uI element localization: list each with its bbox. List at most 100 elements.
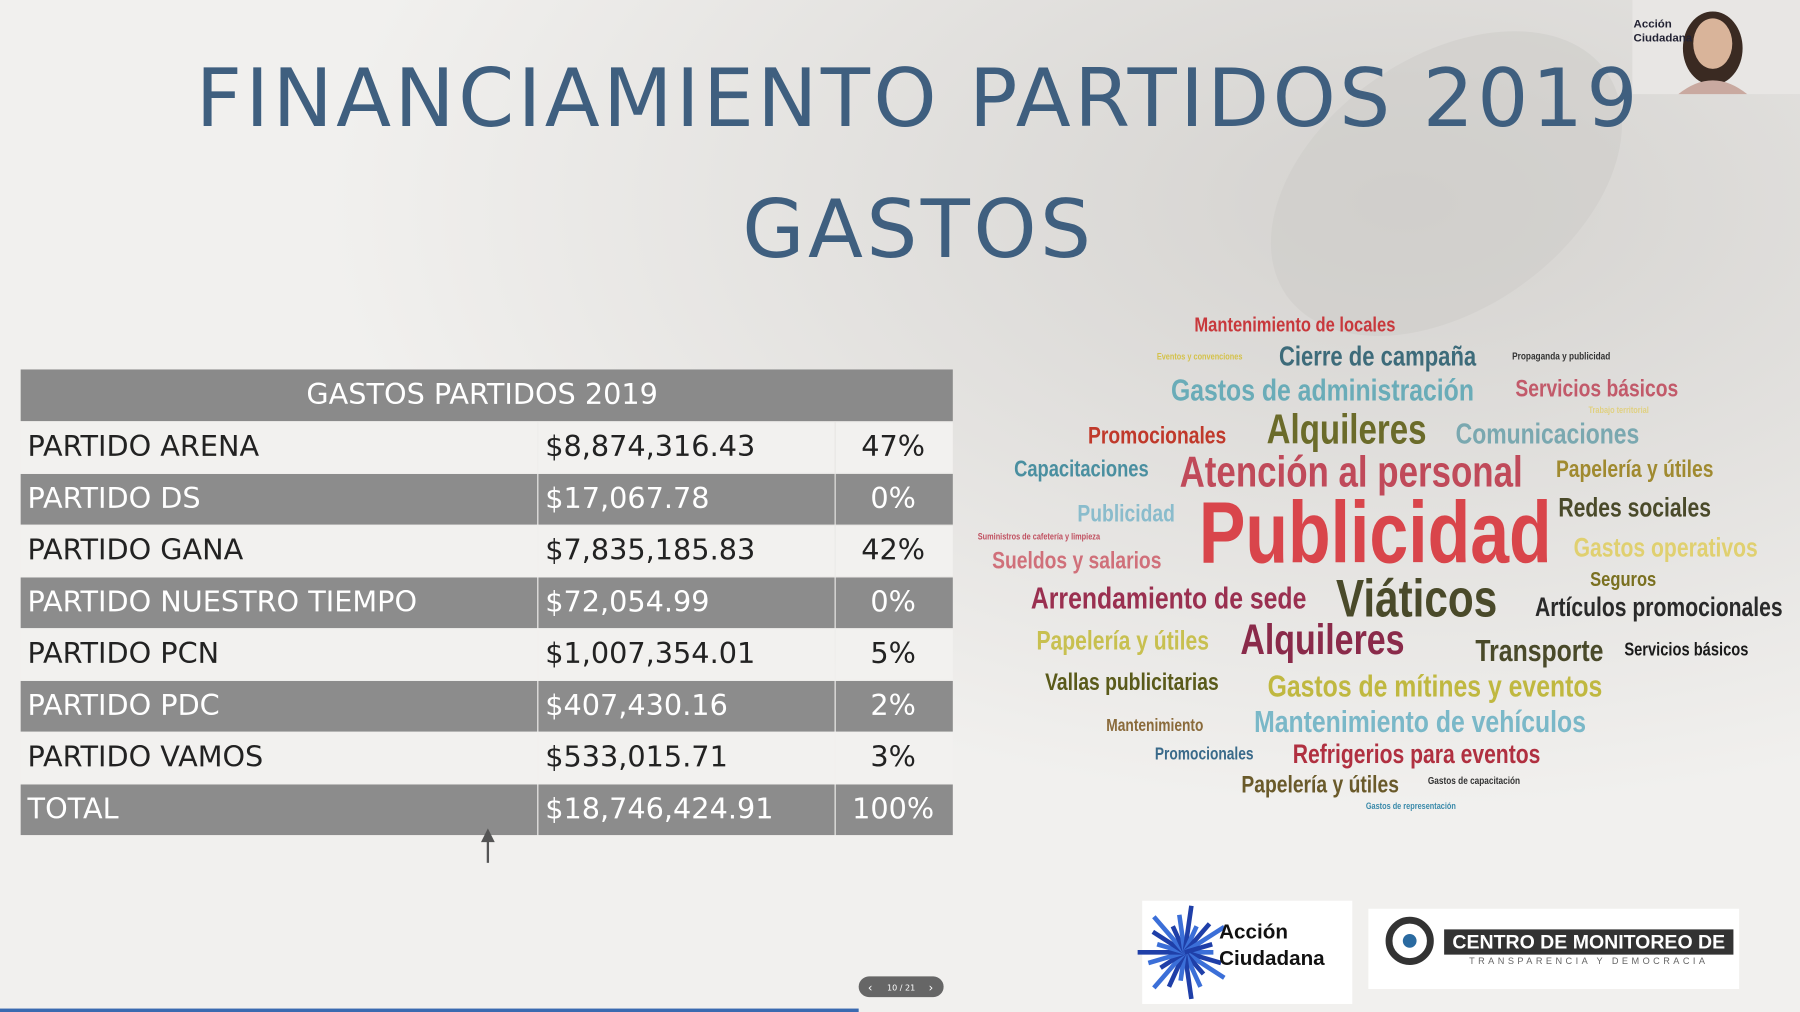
table-text: 0% [870,584,916,618]
cloud-word: Promocionales [1155,745,1254,764]
table-cell [538,473,835,525]
table-title: GASTOS PARTIDOS 2019 [306,377,658,411]
cloud-word: Arrendamiento de sede [1031,581,1306,615]
table-cell [20,577,538,629]
cloud-word: Promocionales [1088,421,1226,449]
slide-nav: ‹ 10 / 21 › [858,976,944,998]
cloud-word: Atención al personal [1180,448,1523,497]
cursor [480,828,495,843]
nav-counter: 10 / 21 [887,983,915,992]
cloud-word: Gastos de administración [1171,373,1474,407]
person-body [1678,80,1748,95]
burst-ray [1184,942,1213,955]
cloud-word: Gastos de representación [1366,800,1456,811]
logo-icon [1402,933,1417,948]
cloud-word: Alquileres [1240,616,1404,663]
cloud-word: Alquileres [1267,406,1427,452]
table-text: $407,430.16 [545,688,728,722]
cloud-word: Publicidad [1199,484,1552,581]
expenses-table: GASTOS PARTIDOS 2019 PARTIDO ARENA $8,874… [20,369,953,836]
table-cell [835,732,953,784]
cloud-word: Gastos de capacitación [1428,775,1520,786]
table-cell [20,680,538,732]
cloud-word: Mantenimiento de vehículos [1254,705,1586,739]
webcam-label: Acción [1634,19,1672,31]
nav-prev[interactable]: ‹ [868,980,873,994]
logo-subtext: TRANSPARENCIA Y DEMOCRACIA [1469,956,1708,966]
table-text: PARTIDO PDC [28,688,220,722]
logo-icon [1385,916,1434,965]
table-text: 47% [861,429,925,463]
table-cell [835,680,953,732]
table-text: $18,746,424.91 [545,791,773,825]
table-cell [538,422,835,473]
table-cell [538,680,835,732]
logo-band [1444,929,1734,955]
cloud-word: Artículos promocionales [1535,593,1783,623]
table-text: 3% [870,740,916,774]
table-text: PARTIDO DS [28,481,201,515]
webcam: Acción Ciudadana [1632,0,1800,95]
table-cell [20,784,538,836]
table-text: 100% [852,791,934,825]
logo-accion: Acción Ciudadana [1137,900,1353,1004]
table-text: 5% [870,636,916,670]
table-text: $17,067.78 [545,481,709,515]
table-text: $7,835,185.83 [545,533,755,567]
table-text: $8,874,316.43 [545,429,755,463]
table-cell [20,629,538,680]
cloud-word: Refrigerios para eventos [1293,740,1541,770]
cloud-word: Transporte [1475,633,1603,667]
table-cell [538,525,835,577]
cloud-word: Gastos de mítines y eventos [1268,669,1603,703]
logo-text: Acción [1219,921,1288,944]
cloud-word: Trabajo territorial [1588,404,1648,415]
cloud-word: Eventos y convenciones [1157,350,1243,361]
table-header [20,369,953,422]
table-cell [20,422,538,473]
cloud-word: Servicios básicos [1624,639,1748,660]
table-cell [20,473,538,525]
table-text: 2% [870,688,916,722]
webcam-label: Ciudadana [1634,32,1693,44]
table-text: 42% [861,533,925,567]
cloud-word: Seguros [1590,567,1656,590]
logo-text: Ciudadana [1219,947,1325,970]
table-text: $1,007,354.01 [545,636,755,670]
cloud-word: Servicios básicos [1515,374,1678,402]
cloud-word: Papelería y útiles [1556,455,1714,483]
table-text: PARTIDO NUESTRO TIEMPO [28,584,418,618]
table-text: PARTIDO VAMOS [28,740,264,774]
bill-photo [1270,31,1622,336]
title-line: GASTOS [742,182,1094,276]
cloud-word: Sueldos y salarios [992,547,1161,575]
table-cell [835,784,953,836]
table-cell [835,577,953,629]
word-cloud: Mantenimiento de locales Eventos y conven… [978,313,1783,812]
cloud-word: Redes sociales [1558,493,1711,523]
logo-centro: CENTRO DE MONITOREO DE TRANSPARENCIA Y D… [1368,908,1740,990]
cloud-word: Papelería y útiles [1241,770,1399,798]
table-cell [835,473,953,525]
table-text: $72,054.99 [545,584,709,618]
table-text: $533,015.71 [545,740,728,774]
table-cell [538,732,835,784]
cloud-word: Mantenimiento [1106,716,1203,735]
nav-next[interactable]: › [929,980,934,994]
table-cell [20,732,538,784]
cloud-word: Publicidad [1077,499,1174,527]
cloud-word: Viáticos [1336,570,1497,629]
logo-text: CENTRO DE MONITOREO DE [1452,931,1725,953]
table-cell [835,629,953,680]
table-cell [538,629,835,680]
table-text: 0% [870,481,916,515]
table-text: PARTIDO PCN [28,636,220,670]
table-text: PARTIDO GANA [28,533,244,567]
person-face [1693,18,1733,69]
cloud-word: Papelería y útiles [1036,626,1209,656]
cloud-word: Vallas publicitarias [1045,668,1219,696]
table-cell [835,525,953,577]
table-cell [20,525,538,577]
